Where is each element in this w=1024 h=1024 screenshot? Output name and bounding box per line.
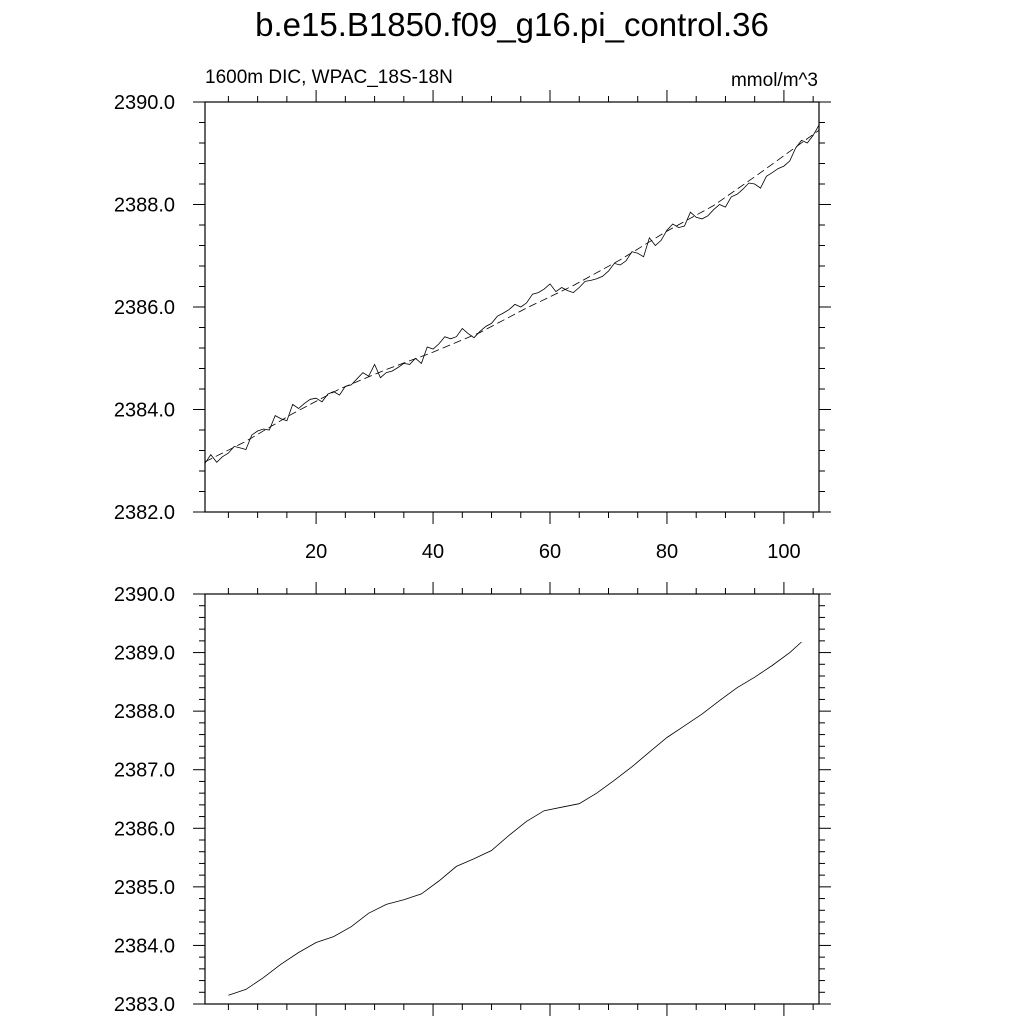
top-y-tick-label: 2386.0 [114, 297, 175, 319]
bottom-y-tick-label: 2385.0 [114, 877, 175, 899]
top-panel: 1600m DIC, WPAC_18S-18N mmol/m^3 2382.02… [114, 67, 831, 563]
bottom-panel-series [228, 641, 802, 996]
top-x-tick-label: 80 [656, 541, 678, 563]
bottom-panel-frame [204, 593, 820, 1005]
top-panel-series [204, 124, 820, 464]
top-y-tick-label: 2388.0 [114, 195, 175, 217]
top-y-tick-label: 2384.0 [114, 400, 175, 422]
bottom-y-tick-label: 2388.0 [114, 701, 175, 723]
bottom-y-tick-label: 2384.0 [114, 935, 175, 957]
top-x-tick-label: 60 [539, 541, 561, 563]
top-series-line-dashed [204, 129, 820, 463]
bottom-series-line-solid [228, 641, 802, 996]
bottom-y-tick-label: 2390.0 [114, 584, 175, 606]
top-series-line-solid [204, 124, 820, 464]
bottom-y-tick-label: 2389.0 [114, 643, 175, 665]
top-x-tick-label: 100 [767, 541, 800, 563]
top-panel-ticks: 2382.0 2384.0 2386.0 2388.0 2390.0 20 40 60 80 10… [114, 90, 831, 563]
top-y-tick-label: 2390.0 [114, 92, 175, 114]
top-y-tick-label: 2382.0 [114, 502, 175, 524]
top-panel-units-label: mmol/m^3 [731, 70, 818, 91]
top-x-tick-label: 20 [305, 541, 327, 563]
chart-title: b.e15.B1850.f09_g16.pi_control.36 [255, 6, 769, 43]
top-panel-left-label: 1600m DIC, WPAC_18S-18N [205, 67, 453, 88]
bottom-panel: 2383.0 2384.0 2385.0 2386.0 2387.0 2388.0 2389… [114, 582, 831, 1016]
top-x-tick-label: 40 [422, 541, 444, 563]
bottom-panel-ticks: 2383.0 2384.0 2385.0 2386.0 2387.0 2388.0 2389… [114, 582, 831, 1016]
bottom-y-tick-label: 2387.0 [114, 760, 175, 782]
bottom-y-tick-label: 2386.0 [114, 818, 175, 840]
bottom-y-tick-label: 2383.0 [114, 994, 175, 1016]
